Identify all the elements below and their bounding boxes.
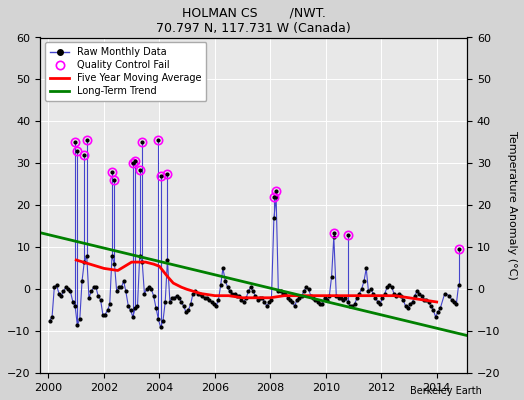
Y-axis label: Temperature Anomaly (°C): Temperature Anomaly (°C) [507,131,517,280]
Text: Berkeley Earth: Berkeley Earth [410,386,482,396]
Title: HOLMAN CS        /NWT.
70.797 N, 117.731 W (Canada): HOLMAN CS /NWT. 70.797 N, 117.731 W (Can… [156,7,351,35]
Legend: Raw Monthly Data, Quality Control Fail, Five Year Moving Average, Long-Term Tren: Raw Monthly Data, Quality Control Fail, … [45,42,206,101]
